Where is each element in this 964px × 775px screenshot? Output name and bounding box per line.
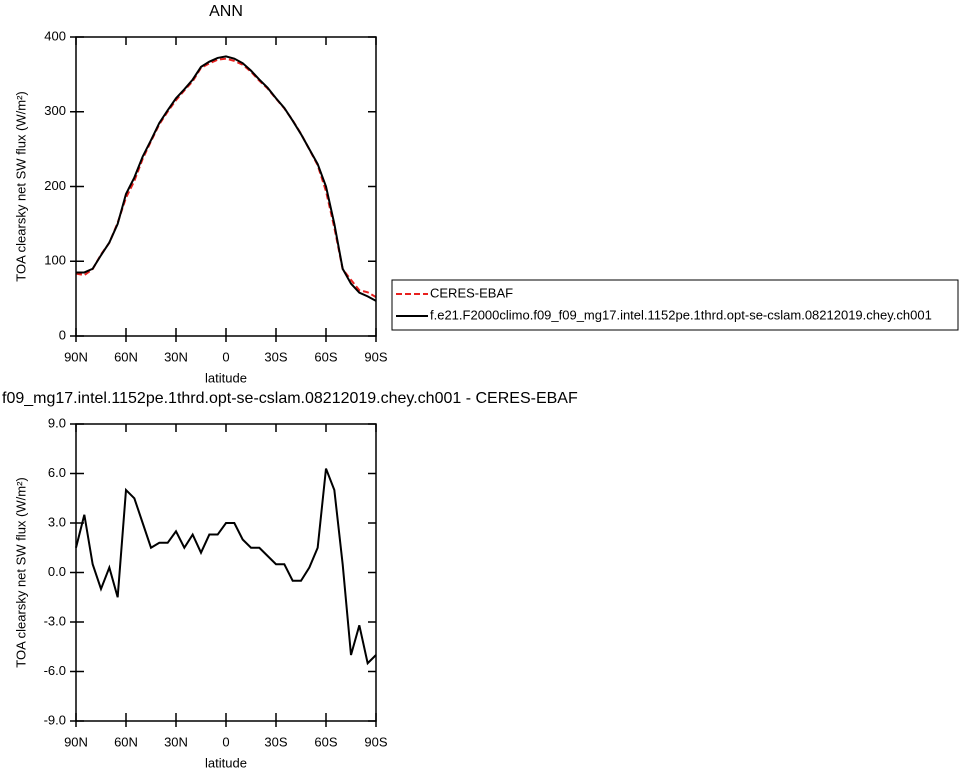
y-tick-label: 400 <box>44 28 66 43</box>
y-tick-label: 0.0 <box>48 564 66 579</box>
x-tick-label: 0 <box>222 349 229 364</box>
y-tick-label: 200 <box>44 178 66 193</box>
x-tick-label: 30S <box>264 349 287 364</box>
x-tick-label: 90N <box>64 349 88 364</box>
x-tick-label: 60N <box>114 349 138 364</box>
y-axis-label: TOA clearsky net SW flux (W/m²) <box>13 91 28 281</box>
y-tick-label: 0 <box>59 327 66 342</box>
y-tick-label: 300 <box>44 103 66 118</box>
x-tick-label: 90S <box>364 349 387 364</box>
y-tick-label: -9.0 <box>44 712 66 727</box>
chart-title: ANN <box>209 3 243 20</box>
data-line <box>75 57 377 298</box>
x-tick-label: 90N <box>64 734 88 749</box>
legend-box <box>391 279 959 331</box>
x-tick-label: 60S <box>314 349 337 364</box>
legend-label: f.e21.F2000climo.f09_f09_mg17.intel.1152… <box>430 307 932 322</box>
chart-title: f09_mg17.intel.1152pe.1thrd.opt-se-cslam… <box>2 390 578 407</box>
x-tick-label: 60N <box>114 734 138 749</box>
y-axis-label: TOA clearsky net SW flux (W/m²) <box>13 477 28 667</box>
y-tick-label: 9.0 <box>48 415 66 430</box>
x-axis-label: latitude <box>205 370 247 385</box>
x-tick-label: 90S <box>364 734 387 749</box>
y-tick-label: -3.0 <box>44 613 66 628</box>
y-tick-label: 3.0 <box>48 514 66 529</box>
x-tick-label: 30N <box>164 734 188 749</box>
legend-label: CERES-EBAF <box>430 285 513 300</box>
y-tick-label: -6.0 <box>44 663 66 678</box>
data-line <box>75 468 377 666</box>
x-tick-label: 30N <box>164 349 188 364</box>
y-tick-label: 100 <box>44 253 66 268</box>
x-tick-label: 30S <box>264 734 287 749</box>
plot-frame <box>75 36 377 337</box>
plot-frame <box>75 423 377 722</box>
x-axis-label: latitude <box>205 755 247 770</box>
x-tick-label: 60S <box>314 734 337 749</box>
y-tick-label: 6.0 <box>48 465 66 480</box>
x-tick-label: 0 <box>222 734 229 749</box>
data-line <box>76 55 377 302</box>
